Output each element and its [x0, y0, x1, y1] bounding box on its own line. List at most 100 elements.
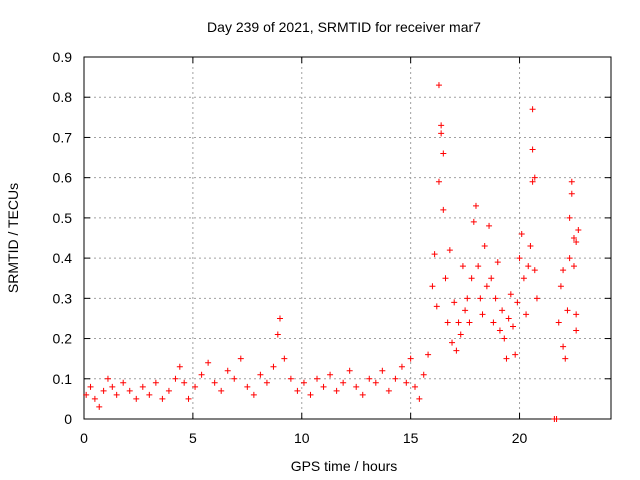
data-point — [379, 367, 386, 374]
data-point — [263, 379, 270, 386]
data-point — [205, 359, 212, 366]
data-point — [568, 190, 575, 197]
data-point — [314, 375, 321, 382]
data-point — [407, 355, 414, 362]
data-point — [412, 383, 419, 390]
data-point — [510, 323, 517, 330]
data-point — [320, 383, 327, 390]
data-point — [159, 395, 166, 402]
data-point — [438, 130, 445, 137]
data-point — [244, 383, 251, 390]
data-point — [449, 339, 456, 346]
data-point — [503, 355, 510, 362]
data-point — [139, 383, 146, 390]
y-tick-label: 0.4 — [53, 250, 73, 266]
data-point — [146, 391, 153, 398]
data-point — [562, 355, 569, 362]
points-layer — [83, 82, 582, 422]
x-tick-label: 5 — [189, 430, 197, 446]
data-point — [96, 403, 103, 410]
data-point — [553, 416, 560, 422]
data-point — [466, 319, 473, 326]
data-point — [560, 267, 567, 274]
data-point — [165, 387, 172, 394]
data-point — [403, 379, 410, 386]
data-point — [481, 243, 488, 250]
data-point — [83, 391, 90, 398]
data-point — [392, 375, 399, 382]
y-tick-label: 0.2 — [53, 331, 73, 347]
data-point — [533, 295, 540, 302]
data-point — [570, 235, 577, 241]
data-point — [529, 178, 536, 185]
data-point — [444, 319, 451, 326]
data-point — [224, 367, 231, 374]
data-point — [126, 387, 133, 394]
data-point — [113, 391, 120, 398]
data-point — [366, 375, 373, 382]
data-point — [529, 106, 536, 113]
data-point — [176, 363, 183, 370]
data-point — [300, 379, 307, 386]
y-tick-label: 0 — [64, 411, 72, 427]
data-point — [425, 351, 432, 358]
plot-frame — [83, 56, 612, 420]
data-point — [353, 383, 360, 390]
data-point — [477, 295, 484, 302]
x-tick-label: 0 — [80, 430, 88, 446]
data-point — [573, 311, 580, 318]
data-point — [468, 275, 475, 282]
data-point — [470, 218, 477, 225]
data-point — [462, 307, 469, 314]
data-point — [359, 391, 366, 398]
data-point — [496, 327, 503, 334]
data-point — [479, 311, 486, 318]
data-point — [442, 275, 449, 282]
data-point — [416, 395, 423, 402]
data-point — [104, 375, 111, 382]
data-point — [483, 283, 490, 290]
ticks-layer: 0 0.1 0.2 0.3 0.4 0.5 0.6 0.7 0.8 0.9 0 5 10 15 20 — [53, 49, 611, 446]
data-point — [198, 371, 205, 378]
data-point — [294, 387, 301, 394]
data-point — [459, 263, 466, 270]
data-point — [270, 363, 277, 370]
data-point — [488, 275, 495, 282]
data-point — [566, 214, 573, 221]
y-tick-label: 0.7 — [53, 129, 73, 145]
y-axis-label: SRMTID / TECUs — [5, 183, 21, 293]
y-tick-label: 0.5 — [53, 210, 73, 226]
data-point — [440, 150, 447, 157]
data-point — [566, 255, 573, 262]
data-point — [492, 295, 499, 302]
data-point — [518, 230, 525, 237]
x-tick-label: 20 — [512, 430, 528, 446]
data-point — [527, 243, 534, 250]
data-point — [529, 146, 536, 153]
data-point — [276, 315, 283, 322]
data-point — [211, 379, 218, 386]
x-tick-label: 15 — [403, 430, 419, 446]
data-point — [429, 283, 436, 290]
x-tick-label: 10 — [294, 430, 310, 446]
data-point — [457, 331, 464, 338]
data-point — [133, 395, 140, 402]
data-point — [507, 291, 514, 298]
data-point — [557, 283, 564, 290]
data-point — [453, 347, 460, 354]
data-point — [560, 343, 567, 350]
data-point — [555, 319, 562, 326]
data-point — [274, 331, 281, 338]
data-point — [435, 178, 442, 185]
data-point — [440, 206, 447, 213]
data-point — [505, 315, 512, 322]
data-point — [472, 202, 479, 209]
data-point — [575, 226, 582, 233]
data-point — [250, 391, 257, 398]
data-point — [494, 259, 501, 266]
data-point — [514, 299, 521, 306]
data-point — [257, 371, 264, 378]
data-point — [172, 375, 179, 382]
